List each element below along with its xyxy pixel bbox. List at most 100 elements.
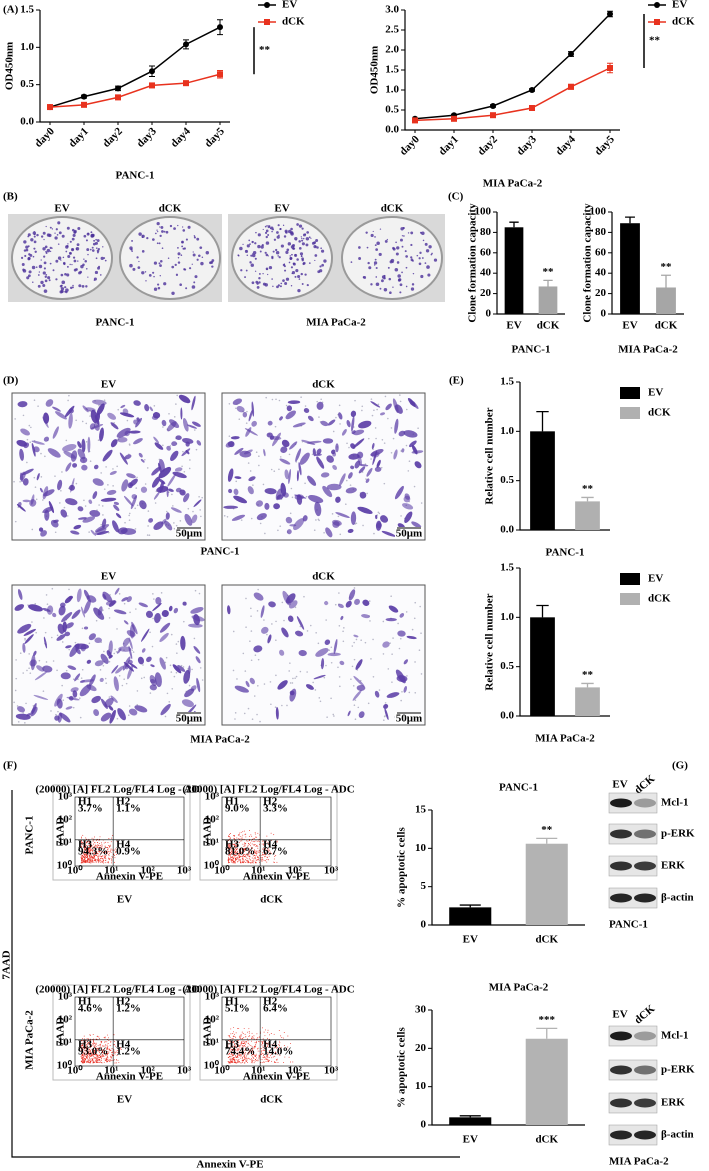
y-tick-label: 0.5: [500, 474, 514, 486]
colony: [380, 288, 382, 290]
colony: [73, 234, 76, 237]
pore: [361, 410, 363, 412]
panel-label: (F): [3, 760, 17, 772]
colony: [177, 247, 179, 249]
event: [109, 1061, 110, 1062]
pore: [400, 700, 402, 702]
pore: [50, 710, 52, 712]
colony: [22, 269, 25, 272]
event: [90, 1062, 91, 1063]
pore: [229, 403, 231, 405]
pore: [323, 677, 325, 679]
pore: [194, 429, 196, 431]
event: [251, 862, 252, 863]
colony: [33, 256, 35, 258]
event: [108, 1053, 109, 1054]
colony: [97, 239, 100, 242]
pore: [176, 672, 178, 674]
pore: [98, 504, 100, 506]
pore: [227, 516, 229, 518]
event: [230, 1061, 231, 1062]
event: [82, 1060, 83, 1061]
colony: [274, 239, 276, 241]
colony: [299, 247, 302, 250]
y-tick-label: 0.0: [20, 116, 34, 128]
colony: [390, 260, 393, 263]
colony: [38, 274, 40, 276]
pore: [68, 649, 70, 651]
colony: [43, 256, 45, 258]
colony: [302, 242, 305, 245]
pore: [129, 443, 131, 445]
colony: [95, 242, 98, 245]
event: [261, 1054, 262, 1055]
colony: [155, 233, 157, 235]
event: [261, 1051, 262, 1052]
event: [256, 853, 257, 854]
pore: [152, 593, 154, 595]
colony: [370, 283, 372, 285]
pore: [189, 459, 191, 461]
image-label: dCK: [312, 571, 335, 583]
event: [229, 1059, 230, 1060]
legend-marker: [264, 19, 270, 25]
event: [258, 1060, 259, 1061]
colony: [420, 275, 423, 278]
point: [47, 104, 53, 110]
y-tick-label: 0.0: [385, 124, 399, 136]
pore: [286, 705, 288, 707]
event: [97, 1062, 98, 1063]
colony: [257, 286, 260, 289]
x-tick-label: day3: [134, 125, 159, 150]
pore: [162, 426, 164, 428]
event: [110, 850, 111, 851]
band: [610, 1131, 632, 1140]
event: [255, 834, 256, 835]
event: [111, 1060, 112, 1061]
pore: [362, 525, 364, 527]
pore: [335, 417, 337, 419]
colony: [160, 226, 163, 229]
band: [634, 862, 656, 871]
flow-x-tick: 10⁰: [67, 1065, 83, 1077]
colony: [192, 285, 196, 289]
colony: [83, 235, 86, 238]
event: [228, 1062, 229, 1063]
pore: [421, 673, 423, 675]
event: [274, 862, 275, 863]
event: [266, 1058, 267, 1059]
y-tick-label: 80: [595, 226, 607, 238]
pore: [338, 516, 340, 518]
colony: [70, 241, 72, 243]
event: [237, 1060, 238, 1061]
pore: [224, 515, 226, 517]
quadrant-percent: 81.0%: [225, 845, 255, 857]
pore: [304, 482, 306, 484]
colony: [211, 259, 214, 262]
event: [93, 1034, 94, 1035]
pore: [381, 467, 383, 469]
event: [114, 1044, 115, 1045]
event: [240, 841, 241, 842]
y-tick-label: 0.0: [500, 710, 514, 722]
pore: [306, 496, 308, 498]
event: [256, 841, 257, 842]
colony: [96, 257, 98, 259]
event: [106, 1041, 107, 1042]
pore: [113, 653, 115, 655]
event: [251, 836, 252, 837]
pore: [100, 524, 102, 526]
pore: [122, 685, 124, 687]
pore: [408, 470, 410, 472]
colony: [291, 254, 293, 256]
pore: [137, 690, 139, 692]
event: [93, 1039, 94, 1040]
colony: [90, 234, 94, 238]
colony: [65, 245, 68, 248]
event: [241, 1043, 242, 1044]
colony: [47, 233, 50, 236]
event: [274, 1034, 275, 1035]
event: [257, 857, 258, 858]
event: [257, 1037, 258, 1038]
pore: [168, 701, 170, 703]
